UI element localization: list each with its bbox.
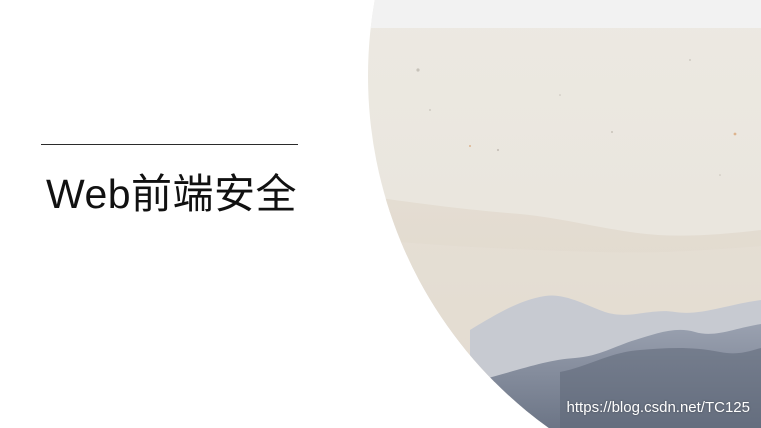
title-divider-line bbox=[41, 144, 298, 145]
slide-title: Web前端安全 bbox=[46, 171, 298, 217]
source-watermark: https://blog.csdn.net/TC125 bbox=[566, 399, 750, 416]
